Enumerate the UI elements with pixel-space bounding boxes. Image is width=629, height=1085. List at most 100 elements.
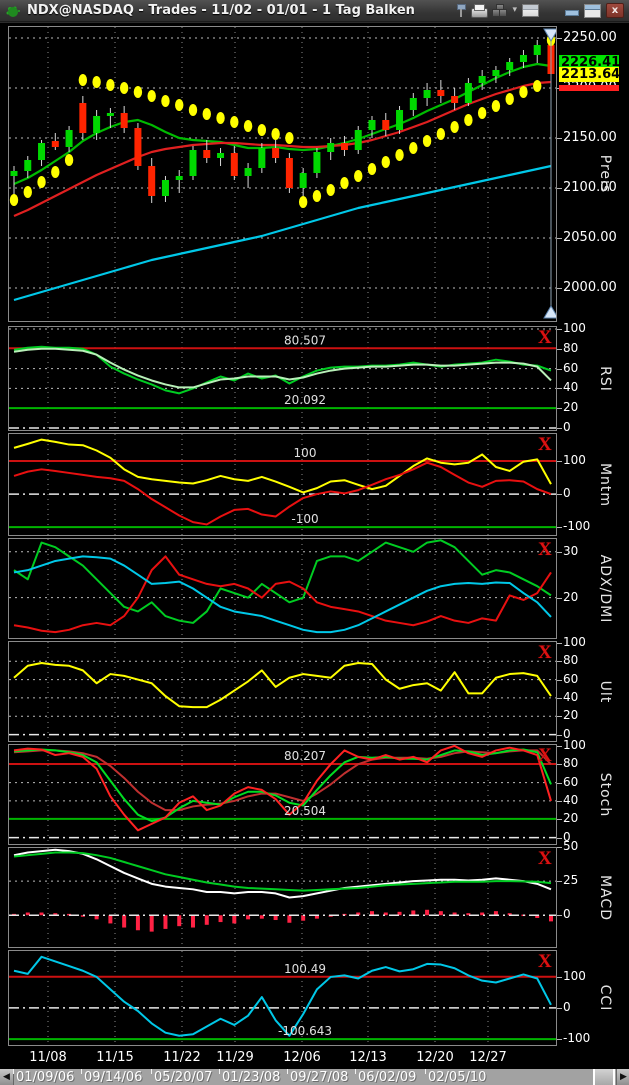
axis-tick-label: 0 — [563, 829, 571, 844]
axis-tick-label: 2050.00 — [563, 230, 617, 245]
window-pane-icon[interactable] — [522, 3, 539, 18]
plot-rsi[interactable]: 80.507 20.092 — [8, 326, 557, 431]
macd-histogram-bar — [287, 915, 292, 923]
objects-icon[interactable] — [492, 3, 508, 18]
axis-tick-label: 80 — [563, 340, 579, 355]
overlay-ma-slow — [13, 80, 552, 218]
date-axis-label: 11/08 — [29, 1050, 67, 1065]
sar-dot — [519, 86, 528, 98]
plot-price[interactable] — [8, 26, 557, 322]
axis-tick — [557, 800, 562, 802]
plot-cci[interactable]: 100.49 -100.643 — [8, 950, 557, 1046]
macd-histogram-bar — [411, 910, 416, 916]
axis-tick — [557, 597, 562, 599]
close-indicator-icon[interactable]: X — [538, 745, 552, 766]
scrollbar-date-label: 09/27/08 — [290, 1070, 349, 1085]
plot-macd[interactable] — [8, 847, 557, 948]
panel-label-mntm: Mntm — [597, 462, 613, 507]
sar-dot — [147, 90, 156, 102]
axis-tick-label: 100 — [563, 737, 586, 752]
candle — [51, 141, 59, 147]
series-momentum — [13, 438, 552, 494]
macd-histogram-bar — [122, 915, 127, 928]
close-indicator-icon[interactable]: X — [538, 848, 552, 869]
close-indicator-icon[interactable]: X — [538, 642, 552, 663]
series--di — [13, 539, 552, 624]
scrollbar-tick — [287, 1069, 288, 1074]
sar-dot — [464, 114, 473, 126]
candle — [327, 143, 335, 152]
axis-tick — [557, 915, 562, 917]
sar-dot — [216, 112, 225, 124]
sar-dot — [409, 142, 418, 154]
axis-tick — [557, 461, 562, 463]
sar-dot — [298, 196, 308, 208]
close-indicator-icon[interactable]: X — [538, 539, 552, 560]
scrollbar-tick — [219, 1069, 220, 1074]
series--di — [13, 555, 552, 634]
candle — [409, 98, 417, 110]
close-indicator-icon[interactable]: X — [538, 327, 552, 348]
dropdown-caret-icon[interactable]: ▾ — [512, 5, 517, 15]
macd-histogram-bar — [370, 911, 374, 916]
sar-dot — [202, 108, 211, 120]
macd-histogram-bar — [191, 915, 195, 928]
series-cci — [13, 955, 552, 1037]
axis-tick — [557, 527, 562, 529]
plot-adx[interactable] — [8, 538, 557, 639]
macd-histogram-bar — [25, 912, 30, 916]
candle — [106, 113, 114, 116]
close-indicator-icon[interactable]: X — [538, 951, 552, 972]
maximize-icon[interactable] — [584, 3, 601, 18]
sar-dot — [64, 154, 74, 166]
plot-ult[interactable] — [8, 641, 557, 742]
scrollbar-date-label: 06/02/09 — [358, 1070, 417, 1085]
scroll-right-icon[interactable]: ▶ — [616, 1069, 629, 1085]
axis-tick — [557, 679, 562, 681]
macd-histogram-bar — [507, 913, 512, 916]
candle — [161, 180, 169, 196]
macd-histogram-bar — [273, 915, 278, 921]
plot-mntm[interactable]: 100 -100 — [8, 433, 557, 536]
price-badge: 2226.41 — [559, 54, 621, 70]
horizontal-scrollbar[interactable]: ◀ ▶ 01/09/06 09/14/06 05/20/07 01/23/08 09/2… — [0, 1068, 629, 1085]
close-icon[interactable]: x — [606, 3, 624, 18]
scrollbar-date-label: 02/05/10 — [428, 1070, 487, 1085]
sar-dot — [354, 170, 363, 182]
macd-histogram-bar — [135, 915, 140, 931]
axis-tick-label: 100 — [563, 634, 586, 649]
scrollbar-date-label: 09/14/06 — [84, 1070, 143, 1085]
scrollbar-tick — [151, 1069, 152, 1074]
candle — [217, 153, 225, 158]
scrollbar-thumb[interactable] — [595, 1069, 613, 1085]
axis-tick — [557, 764, 562, 766]
macd-histogram-bar — [94, 915, 99, 920]
candle — [464, 83, 472, 103]
refline-value-label: -100.643 — [278, 1024, 332, 1038]
panel-label-macd: MACD — [597, 874, 613, 921]
axis-tick-label: 40 — [563, 792, 579, 807]
macd-histogram-bar — [108, 915, 113, 924]
chart-area: 2250.002200.002150.002100.002050.002000.… — [0, 23, 629, 1048]
axis-tick-label: -100 — [563, 1030, 591, 1045]
axis-tick — [557, 734, 562, 736]
close-indicator-icon[interactable]: X — [538, 434, 552, 455]
scroll-left-icon[interactable]: ◀ — [0, 1069, 14, 1085]
series-stoch-d — [13, 748, 552, 823]
candle — [437, 90, 445, 96]
printer-icon[interactable] — [470, 3, 489, 18]
pin-icon[interactable] — [456, 3, 467, 18]
overlay-ma-fast — [13, 62, 552, 186]
window-title: NDX@NASDAQ - Trades - 11/02 - 01/01 - 1 … — [27, 3, 415, 18]
axis-tick-label: 0 — [563, 420, 571, 435]
refline-value-label: 20.092 — [284, 393, 326, 407]
minimize-icon[interactable] — [563, 3, 579, 18]
macd-histogram-bar — [480, 912, 485, 916]
axis-tick-label: 30 — [563, 543, 579, 558]
refline-value-label: 80.507 — [284, 333, 326, 347]
sar-dot — [9, 194, 19, 206]
date-axis-label: 11/15 — [96, 1050, 134, 1065]
scrollbar-date-label: 05/20/07 — [154, 1070, 213, 1085]
plot-stoch[interactable]: 80.207 20.504 — [8, 744, 557, 845]
